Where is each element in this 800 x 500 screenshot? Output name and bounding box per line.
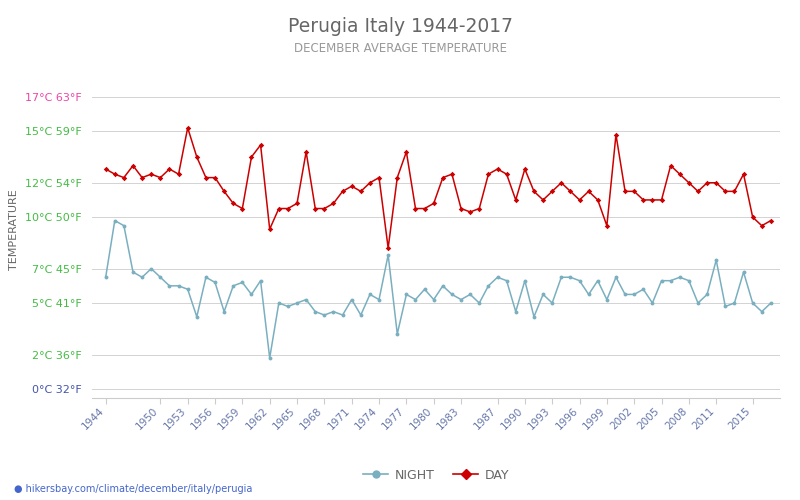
- Text: ● hikersbay.com/climate/december/italy/perugia: ● hikersbay.com/climate/december/italy/p…: [14, 484, 253, 494]
- Text: DECEMBER AVERAGE TEMPERATURE: DECEMBER AVERAGE TEMPERATURE: [294, 42, 506, 56]
- NIGHT: [256, 278, 266, 283]
- NIGHT: [110, 218, 119, 224]
- DAY: [101, 166, 110, 172]
- Legend: NIGHT, DAY: NIGHT, DAY: [358, 464, 514, 486]
- NIGHT: [766, 300, 776, 306]
- DAY: [483, 171, 493, 177]
- NIGHT: [483, 283, 493, 289]
- Line: DAY: DAY: [104, 126, 773, 250]
- DAY: [721, 188, 730, 194]
- Line: NIGHT: NIGHT: [104, 218, 773, 360]
- NIGHT: [493, 274, 502, 280]
- DAY: [246, 154, 256, 160]
- DAY: [766, 218, 776, 224]
- DAY: [256, 142, 266, 148]
- Y-axis label: TEMPERATURE: TEMPERATURE: [9, 190, 19, 270]
- NIGHT: [338, 312, 347, 318]
- NIGHT: [265, 355, 274, 361]
- NIGHT: [246, 292, 256, 298]
- DAY: [329, 200, 338, 206]
- NIGHT: [101, 274, 110, 280]
- DAY: [493, 166, 502, 172]
- Text: Perugia Italy 1944-2017: Perugia Italy 1944-2017: [287, 18, 513, 36]
- DAY: [183, 125, 193, 131]
- NIGHT: [721, 304, 730, 310]
- DAY: [383, 245, 393, 251]
